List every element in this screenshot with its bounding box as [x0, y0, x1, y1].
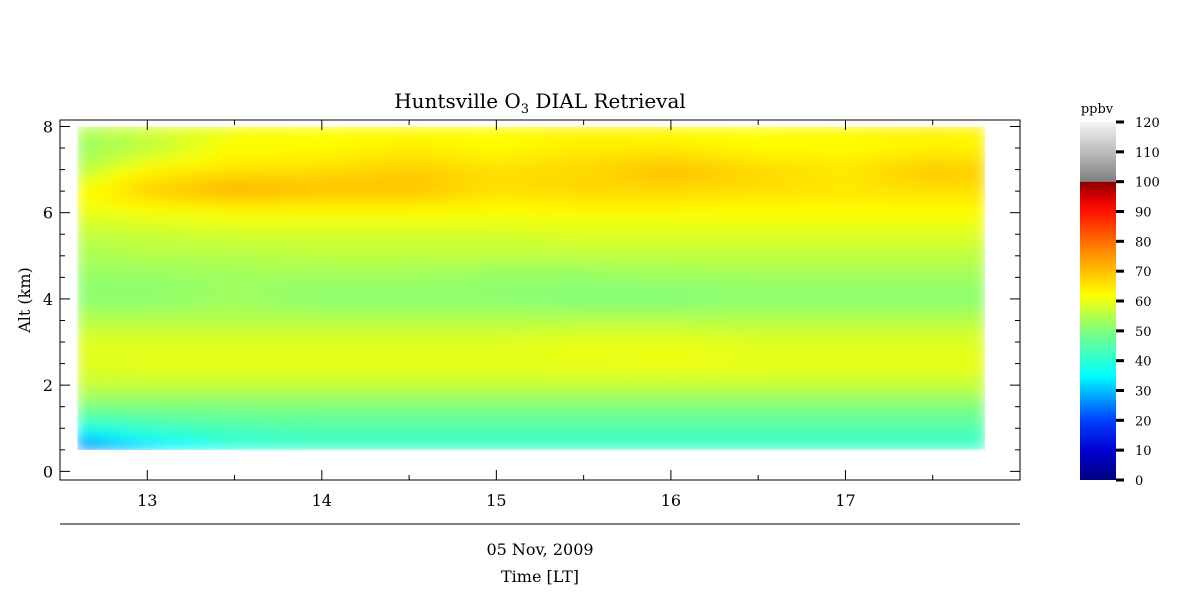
colorbar-tick-label: 80: [1135, 235, 1152, 250]
x-axis-label: Time [LT]: [501, 567, 579, 586]
colorbar-tick-label: 50: [1135, 325, 1152, 340]
colorbar-tick-label: 110: [1135, 146, 1160, 161]
colorbar-tick-label: 70: [1135, 265, 1152, 280]
chart-title-main: Huntsville O: [394, 89, 521, 113]
colorbar-tick-label: 60: [1135, 295, 1152, 310]
heatmap-area: [77, 126, 986, 450]
x-tick-label: 16: [661, 491, 681, 510]
y-tick-label: 2: [43, 376, 53, 395]
colorbar-tick-label: 120: [1135, 116, 1160, 131]
y-tick-label: 4: [43, 290, 53, 309]
colorbar-tick-label: 90: [1135, 206, 1152, 221]
colorbar-tick-label: 0: [1135, 474, 1143, 489]
y-tick-label: 8: [43, 117, 53, 136]
chart-title-subscript: 3: [521, 102, 529, 117]
x-tick-labels: 13 14 15 16 17: [137, 491, 856, 510]
y-tick-label: 0: [43, 462, 53, 481]
colorbar-tick-label: 30: [1135, 385, 1152, 400]
colorbar-unit-label: ppbv: [1081, 102, 1114, 117]
plot-frame: [59, 119, 1021, 481]
axis-ticks: [59, 120, 1020, 480]
y-tick-label: 6: [43, 204, 53, 223]
colorbar-tick-label: 40: [1135, 355, 1152, 370]
colorbar: 0 10 20 30 40 50 60 70 80 90 100 110 120 ppbv: [1080, 102, 1160, 489]
x-tick-label: 17: [835, 491, 855, 510]
x-tick-label: 14: [312, 491, 332, 510]
chart-title: Huntsville O3 DIAL Retrieval: [394, 89, 686, 117]
colorbar-tick-label: 20: [1135, 414, 1152, 429]
y-tick-labels: 0 2 4 6 8: [43, 117, 53, 481]
y-axis-label: Alt (km): [15, 267, 34, 334]
colorbar-tick-label: 100: [1135, 176, 1160, 191]
date-label: 05 Nov, 2009: [486, 540, 593, 559]
x-tick-label: 13: [137, 491, 157, 510]
colorbar-tick-label: 10: [1135, 444, 1152, 459]
colorbar-bar: [1080, 122, 1116, 480]
x-tick-label: 15: [486, 491, 506, 510]
chart-title-rest: DIAL Retrieval: [529, 89, 686, 113]
colorbar-ticks: 0 10 20 30 40 50 60 70 80 90 100 110 120: [1116, 116, 1160, 489]
